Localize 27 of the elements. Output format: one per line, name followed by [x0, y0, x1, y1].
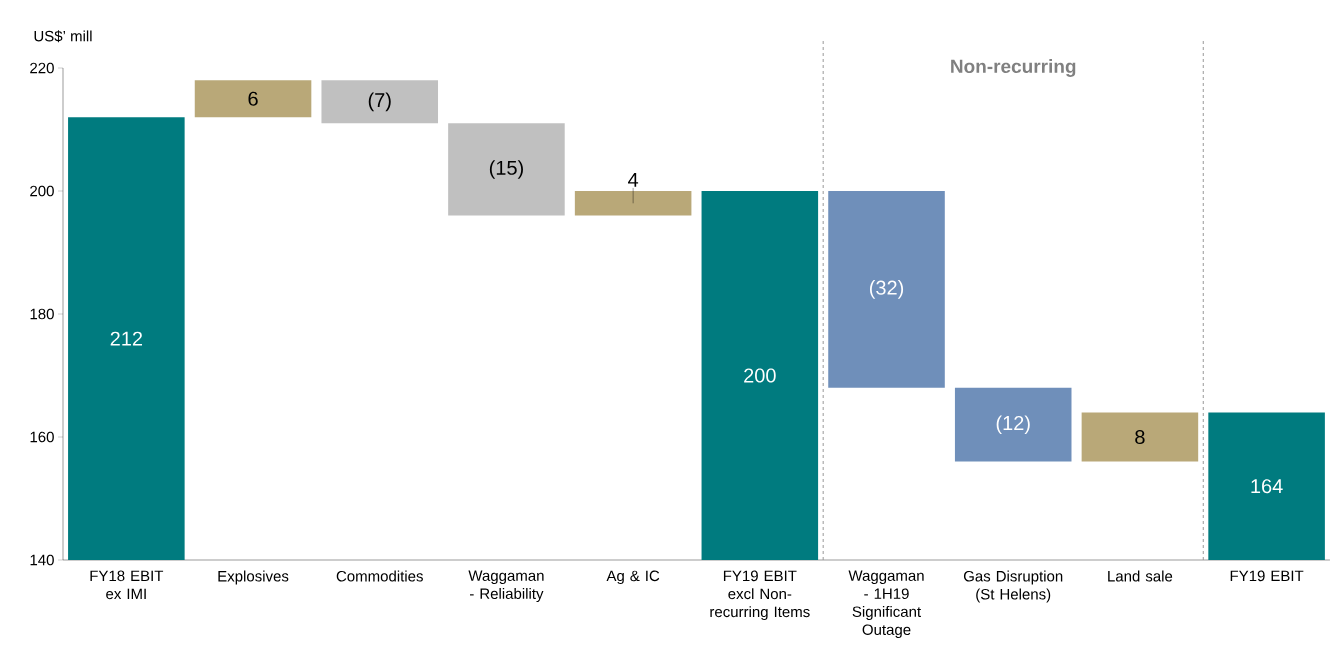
x-tick-label: Gas Disruption (St Helens)	[963, 570, 1063, 603]
data-label: 8	[1135, 429, 1145, 445]
x-tick-label: Waggaman - 1H19 Significant Outage	[848, 570, 924, 638]
data-label: (32)	[869, 280, 904, 299]
x-tick-label: Land sale	[1108, 570, 1173, 582]
data-label: (15)	[489, 160, 523, 179]
data-label: (7)	[368, 92, 391, 112]
y-tick-label: 180	[30, 308, 54, 320]
x-tick-label: Explosives	[218, 570, 289, 585]
x-tick-label: Waggaman - Reliability	[468, 570, 544, 602]
y-tick-label: 200	[30, 185, 54, 197]
data-label: 4	[628, 172, 639, 187]
y-axis-title: US$’ mill	[34, 30, 92, 43]
x-tick-label: FY18 EBIT ex IMI	[90, 570, 164, 600]
data-label: 212	[110, 331, 143, 346]
x-tick-label: Ag & IC	[606, 570, 660, 585]
data-label: 200	[744, 368, 776, 383]
data-label: (12)	[996, 415, 1030, 435]
y-tick-label: 220	[30, 62, 54, 74]
annotation: Non-recurring	[951, 59, 1076, 77]
data-label: 6	[248, 91, 258, 106]
x-tick-label: FY19 EBIT	[1230, 570, 1304, 582]
x-tick-label: Commodities	[336, 570, 423, 582]
x-tick-label: FY19 EBIT excl Non-recurring Items	[710, 570, 810, 621]
y-tick-label: 140	[30, 554, 54, 566]
data-label: 164	[1251, 479, 1283, 494]
y-tick-label: 160	[30, 431, 54, 443]
